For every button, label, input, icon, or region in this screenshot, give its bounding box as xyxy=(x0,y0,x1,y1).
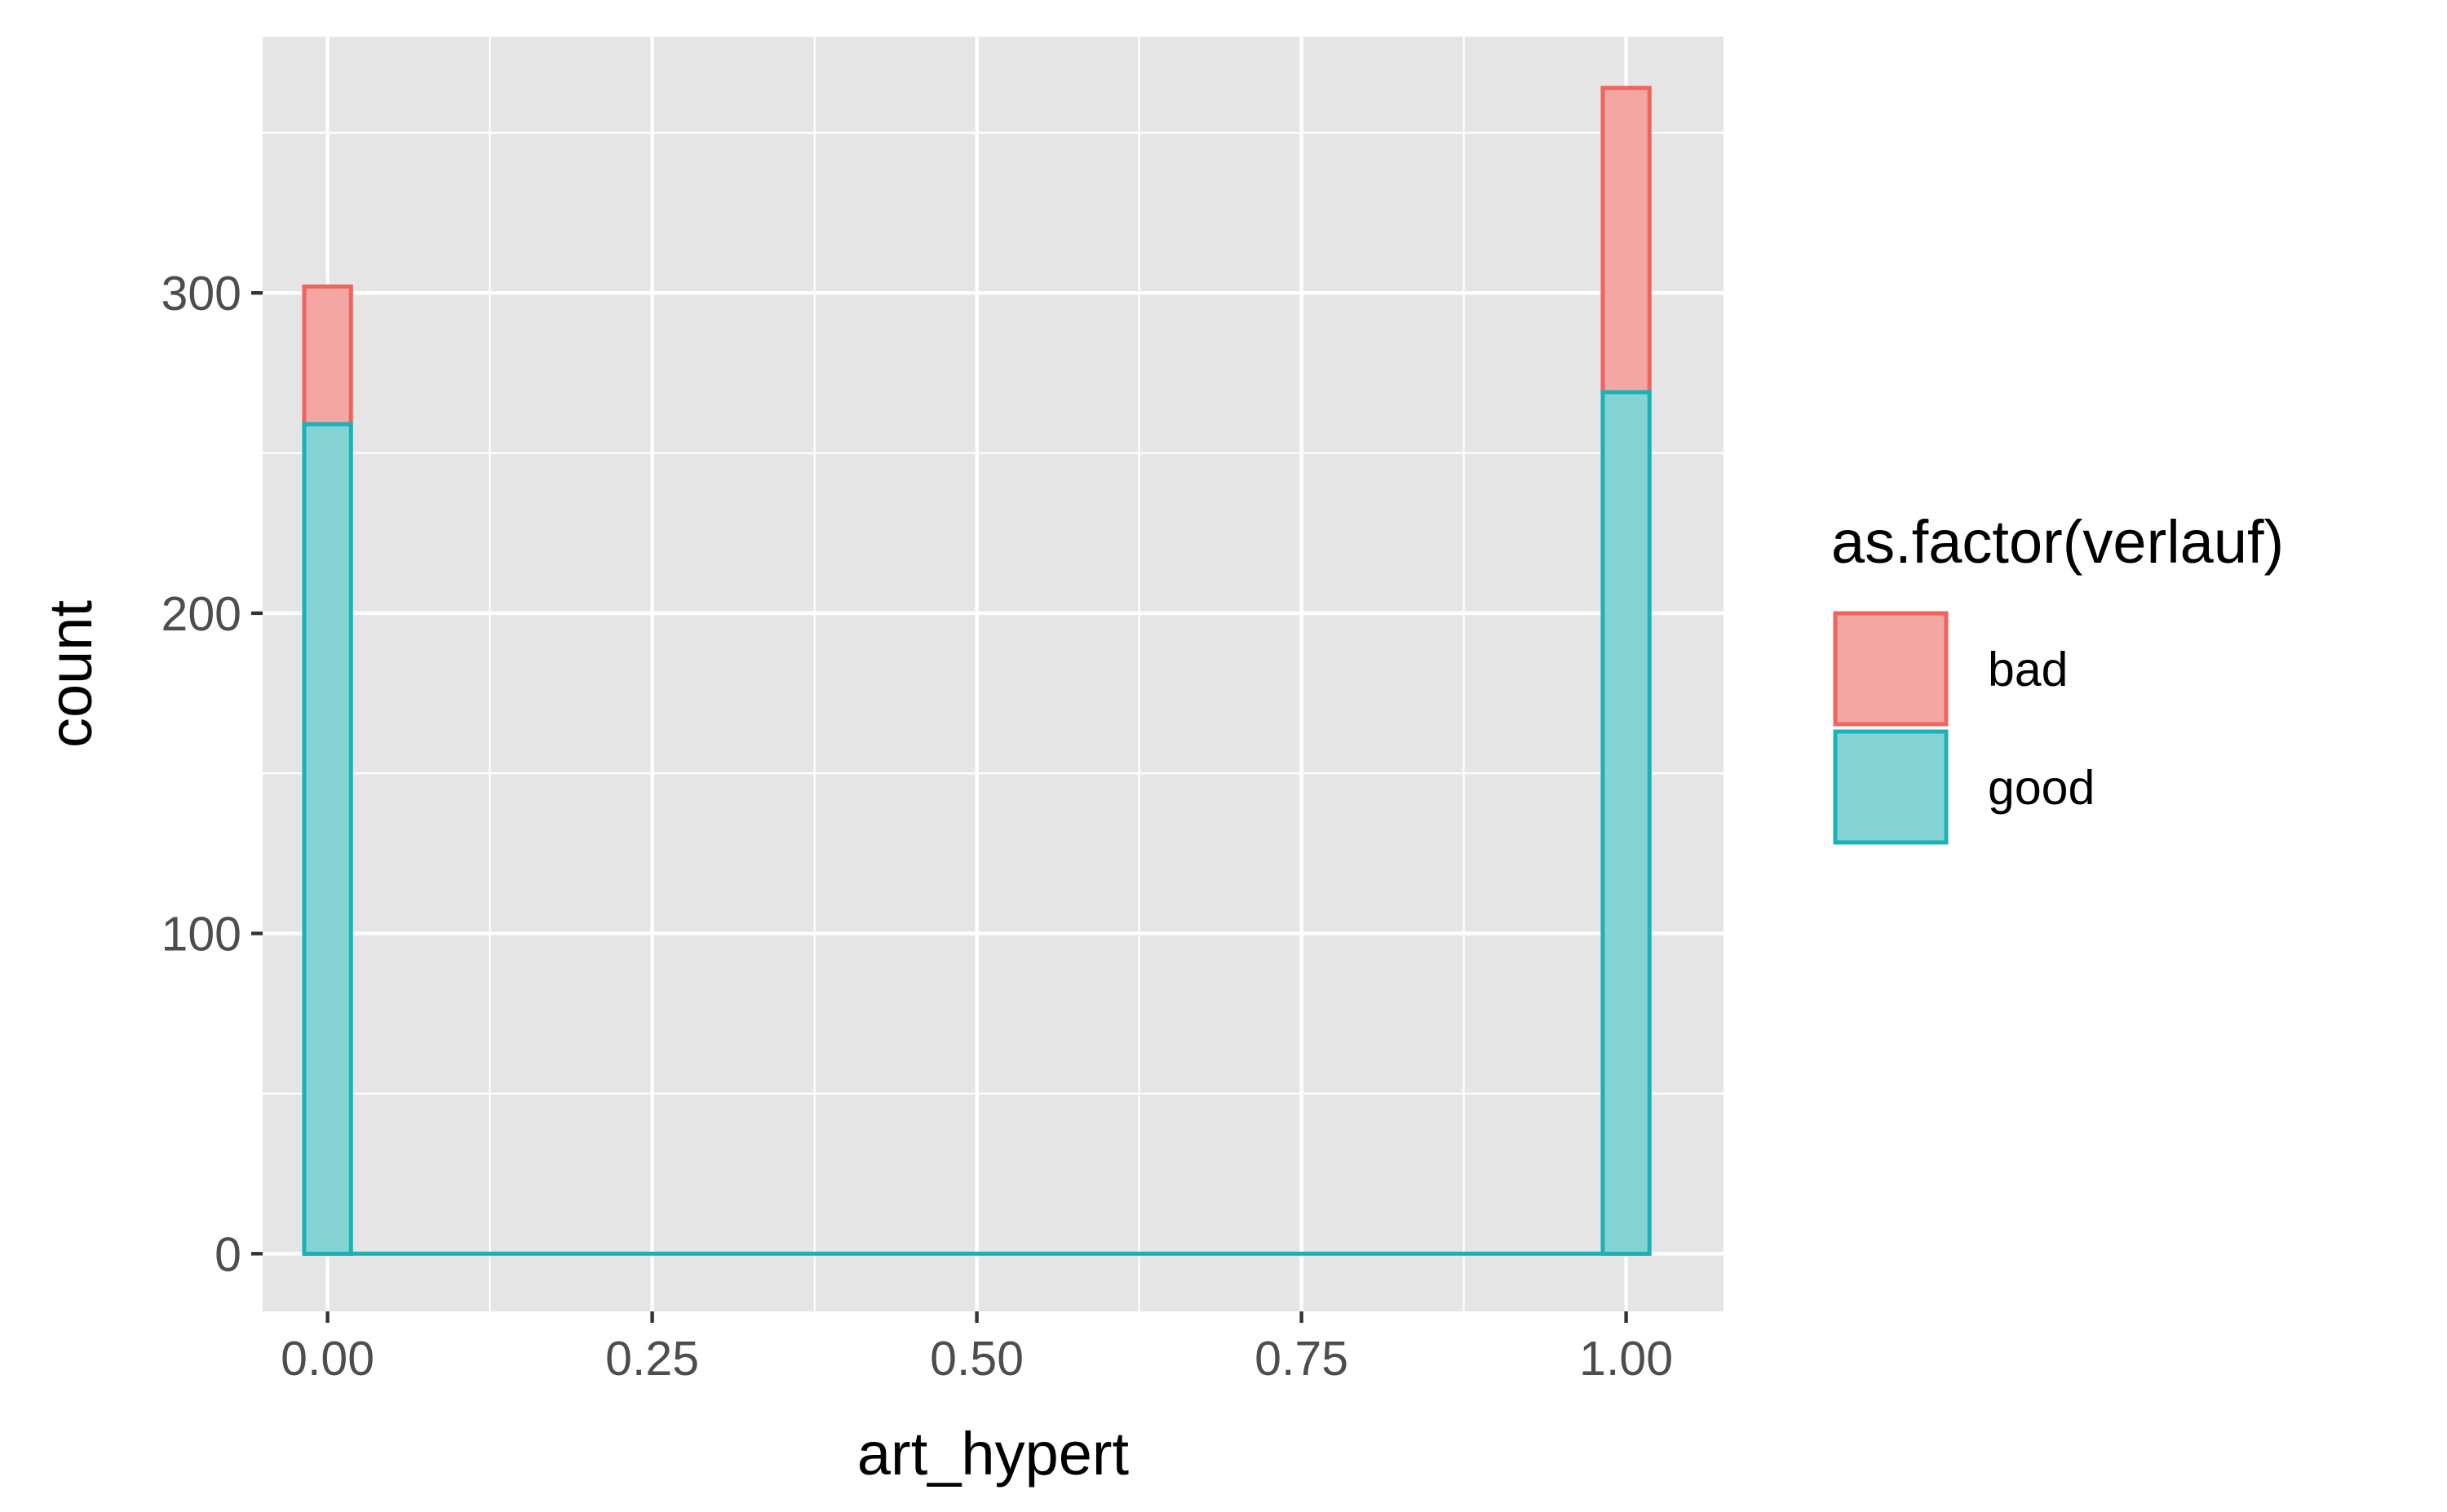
y-axis-title: count xyxy=(37,600,104,748)
legend-key-good xyxy=(1833,729,1949,845)
x-axis-tick-labels: 0.00 0.25 0.50 0.75 1.00 xyxy=(281,1332,1673,1386)
x-tick-label: 0.50 xyxy=(930,1332,1024,1386)
y-tick-label: 0 xyxy=(215,1227,241,1281)
y-tick-label: 300 xyxy=(162,267,241,321)
x-tick-label: 0.75 xyxy=(1254,1332,1348,1386)
legend: as.factor(verlauf) bad good xyxy=(1831,508,2284,845)
x-tick-label: 1.00 xyxy=(1579,1332,1673,1386)
y-tick-label: 100 xyxy=(162,908,241,962)
y-axis-tick-labels: 0 100 200 300 xyxy=(162,267,241,1281)
minor-gridlines xyxy=(263,37,1724,1311)
plot-panel xyxy=(263,37,1724,1311)
legend-label-good: good xyxy=(1988,761,2095,815)
x-tick-label: 0.25 xyxy=(605,1332,699,1386)
x-tick-label: 0.00 xyxy=(281,1332,374,1386)
bar-good xyxy=(302,422,353,1256)
legend-label-bad: bad xyxy=(1988,643,2068,696)
bar-bad xyxy=(1600,86,1652,395)
bar-good xyxy=(1600,390,1652,1256)
legend-entries: bad good xyxy=(1833,611,2095,845)
legend-key-bad xyxy=(1833,611,1949,727)
bar-bad xyxy=(302,284,353,427)
histogram-bars xyxy=(302,86,1652,1256)
legend-title: as.factor(verlauf) xyxy=(1831,508,2284,576)
x-axis-title: art_hypert xyxy=(857,1420,1130,1488)
y-tick-label: 200 xyxy=(162,587,241,641)
axis-ticks xyxy=(251,290,1628,1323)
